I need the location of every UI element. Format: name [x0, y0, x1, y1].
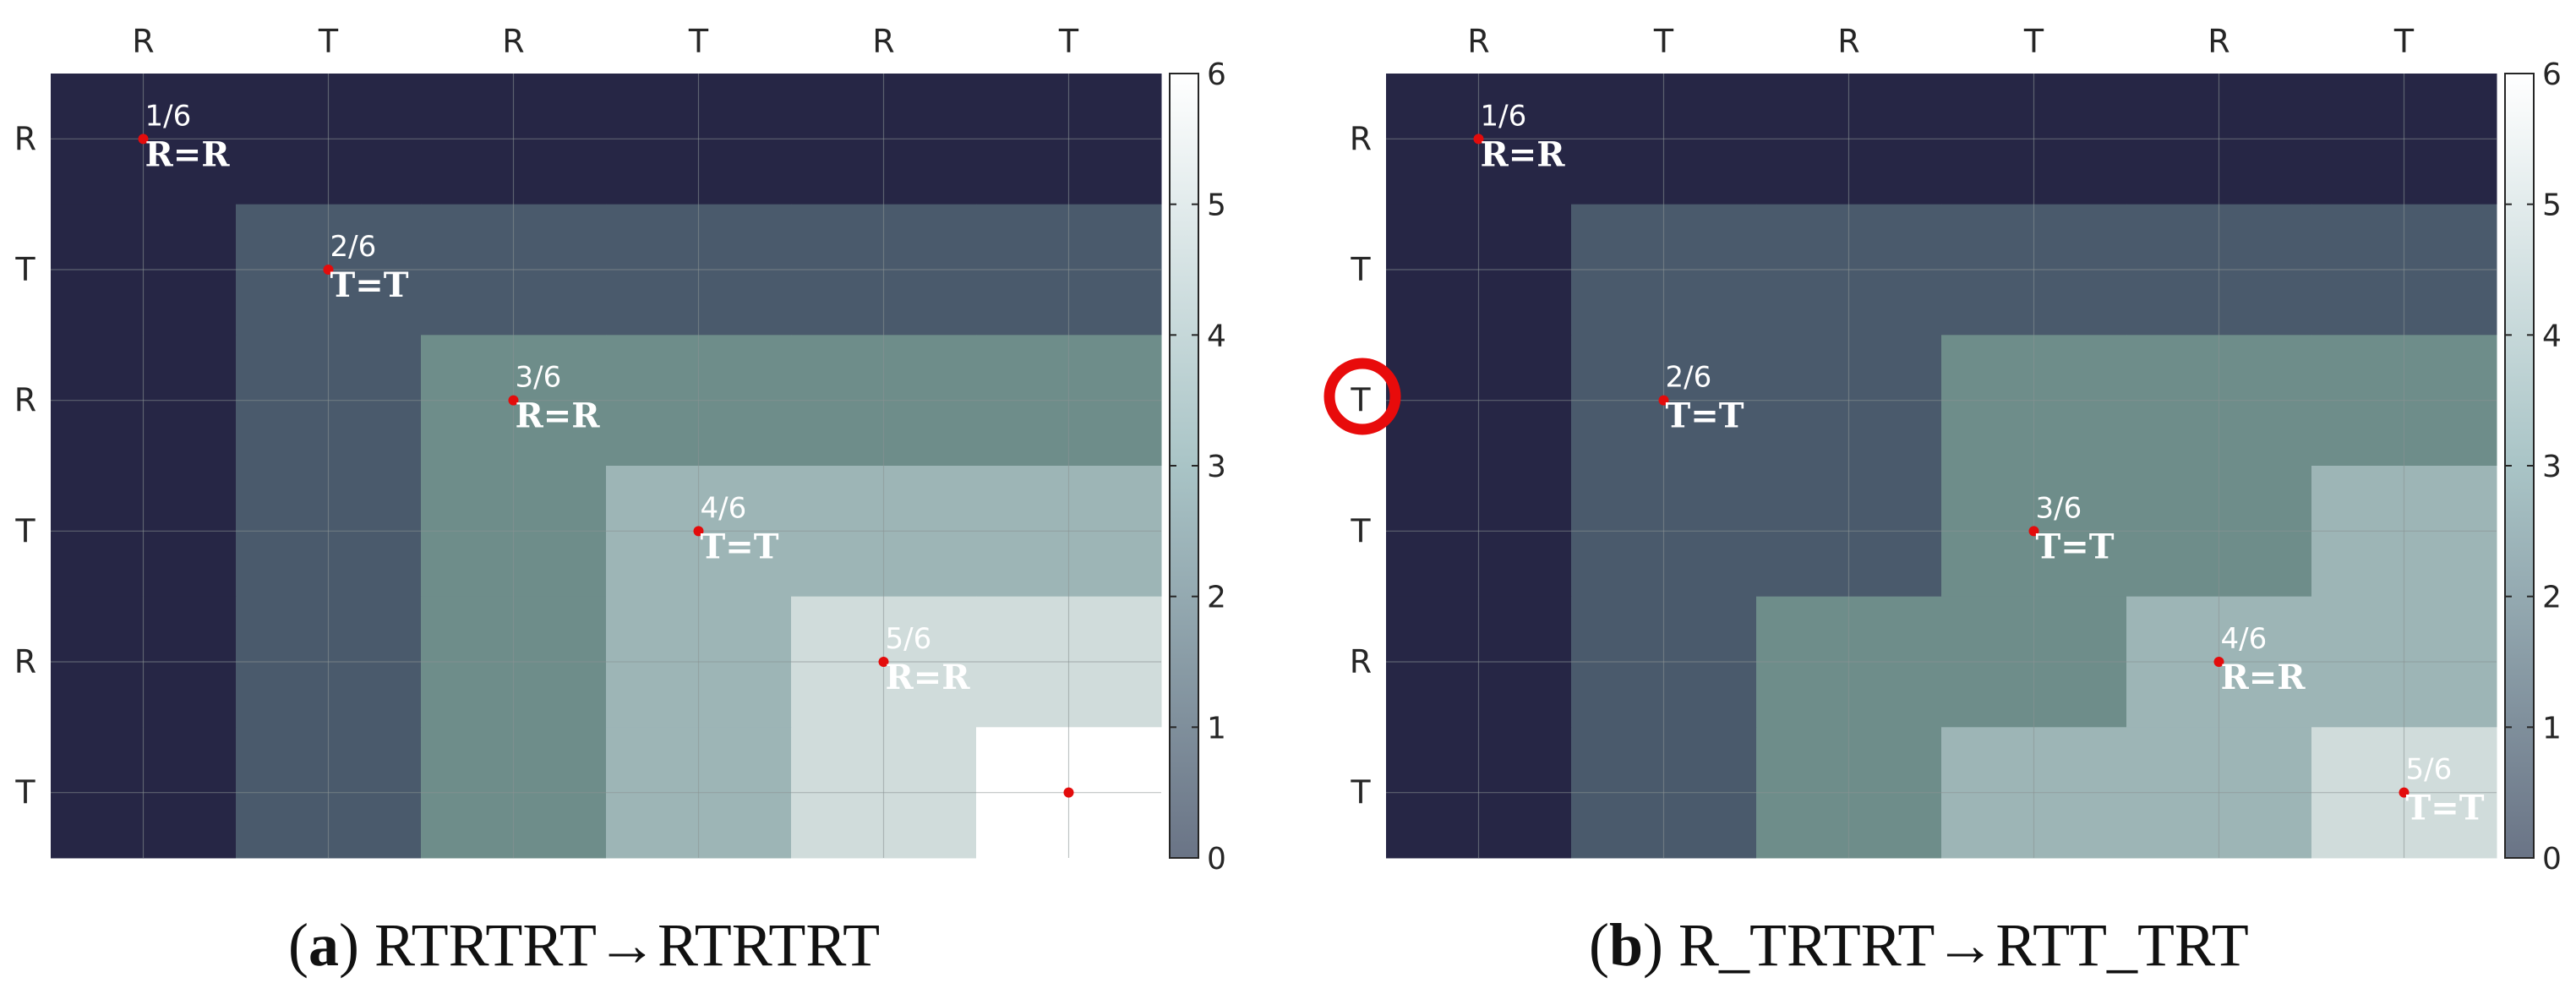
annotation-equation: R=R	[886, 658, 971, 697]
annotation-equation: R=R	[1481, 134, 1566, 174]
colorbar-tick-label: 0	[1207, 842, 1226, 877]
path-point	[323, 265, 334, 275]
x-tick-label: T	[688, 23, 709, 60]
y-tick-label: T	[14, 251, 35, 288]
x-tick-label: T	[2023, 23, 2044, 60]
colorbar-tick-label: 2	[2542, 581, 2562, 615]
annotation-fraction: 1/6	[1481, 99, 1527, 133]
y-tick-label: T	[14, 774, 35, 811]
y-tick-label: R	[14, 382, 36, 419]
annotation-fraction: 4/6	[2221, 622, 2268, 656]
colorbar-b-ticks: 0 1 2 3 4 5 6	[2505, 57, 2562, 877]
colorbar-a: 0 1 2 3 4 5 6	[1169, 57, 1226, 877]
x-tick-label: R	[502, 23, 524, 60]
annotation-fraction: 5/6	[886, 622, 932, 656]
caption-b: (b) R_TRTRT→RTT_TRT	[1589, 911, 2249, 979]
annotation-equation: R=R	[145, 134, 231, 174]
heatmap-b-cells	[1386, 74, 2497, 859]
heatmap-b-y-ticks: R T T T R T	[1350, 120, 1372, 811]
annotation-equation: T=T	[701, 527, 779, 566]
path-point	[508, 395, 519, 406]
colorbar-tick-label: 6	[2542, 57, 2562, 92]
y-tick-label: R	[14, 643, 36, 680]
path-point	[1063, 787, 1074, 798]
y-tick-label: T	[1350, 774, 1371, 811]
y-tick-label: R	[1350, 643, 1372, 680]
annotation-fraction: 5/6	[2406, 753, 2453, 787]
caption-a: (a) RTRTRT→RTRTRT	[288, 911, 880, 979]
colorbar-tick-label: 4	[1207, 319, 1226, 353]
annotation-fraction: 4/6	[701, 491, 747, 525]
annotation-equation: R=R	[2221, 658, 2306, 697]
path-point	[138, 134, 149, 145]
y-tick-label: T	[14, 512, 35, 549]
x-tick-label: R	[1467, 23, 1489, 60]
colorbar-tick-label: 4	[2542, 319, 2562, 353]
annotation-equation: R=R	[516, 396, 601, 436]
annotation-fraction: 2/6	[330, 230, 377, 264]
annotation-fraction: 1/6	[145, 99, 192, 133]
x-tick-label: T	[2393, 23, 2415, 60]
annotation-equation: T=T	[330, 265, 409, 305]
heatmap-b-grid	[1386, 74, 2497, 858]
y-tick-label: T	[1350, 512, 1371, 549]
colorbar-tick-label: 5	[1207, 188, 1226, 223]
colorbar-tick-label: 3	[1207, 450, 1226, 484]
colorbar-tick-label: 1	[2542, 711, 2562, 746]
caption-b-panel-label: b	[1609, 911, 1643, 979]
x-tick-label: R	[2208, 23, 2229, 60]
path-point	[2399, 787, 2410, 798]
caption-a-panel-label: a	[308, 911, 339, 979]
x-tick-label: R	[872, 23, 894, 60]
caption-b-text: R_TRTRT→RTT_TRT	[1678, 911, 2249, 979]
path-point	[878, 657, 889, 667]
heatmap-a-y-ticks: R T R T R T	[14, 120, 36, 811]
x-tick-label: T	[318, 23, 339, 60]
colorbar-a-ticks: 0 1 2 3 4 5 6	[1170, 57, 1226, 877]
x-tick-label: R	[1837, 23, 1859, 60]
annotation-equation: T=T	[2406, 789, 2485, 828]
colorbar-tick-label: 1	[1207, 711, 1226, 746]
x-tick-label: T	[1653, 23, 1674, 60]
annotation-fraction: 3/6	[2036, 491, 2082, 525]
path-point	[2213, 657, 2224, 667]
y-tick-label: T	[1350, 382, 1371, 419]
colorbar-tick-label: 2	[1207, 581, 1226, 615]
colorbar-b: 0 1 2 3 4 5 6	[2504, 57, 2562, 877]
y-tick-label: T	[1350, 251, 1371, 288]
path-point	[1658, 395, 1669, 406]
caption-a-text: RTRTRT→RTRTRT	[374, 911, 880, 979]
x-tick-label: R	[132, 23, 154, 60]
path-point	[1473, 134, 1484, 145]
annotation-equation: T=T	[2036, 527, 2115, 566]
heatmap-b-path: 1/6R=R2/6T=T3/6T=T4/6R=R5/6T=T	[1473, 99, 2485, 828]
path-point	[693, 526, 704, 537]
path-point	[2028, 526, 2039, 537]
colorbar-tick-label: 0	[2542, 842, 2562, 877]
heatmap-a-cells	[51, 74, 1162, 859]
heatmap-a-path: 1/6R=R2/6T=T3/6R=R4/6T=T5/6R=R	[138, 99, 1074, 798]
highlight-circle	[1323, 358, 1401, 435]
colorbar-tick-label: 3	[2542, 450, 2562, 484]
annotation-equation: T=T	[1666, 396, 1744, 436]
annotation-fraction: 2/6	[1666, 361, 1712, 395]
annotation-fraction: 3/6	[516, 361, 562, 395]
colorbar-tick-label: 5	[2542, 188, 2562, 223]
heatmap-a-grid	[51, 74, 1161, 858]
x-tick-label: T	[1058, 23, 1079, 60]
colorbar-tick-label: 6	[1207, 57, 1226, 92]
y-tick-label: R	[14, 120, 36, 157]
y-tick-label: R	[1350, 120, 1372, 157]
